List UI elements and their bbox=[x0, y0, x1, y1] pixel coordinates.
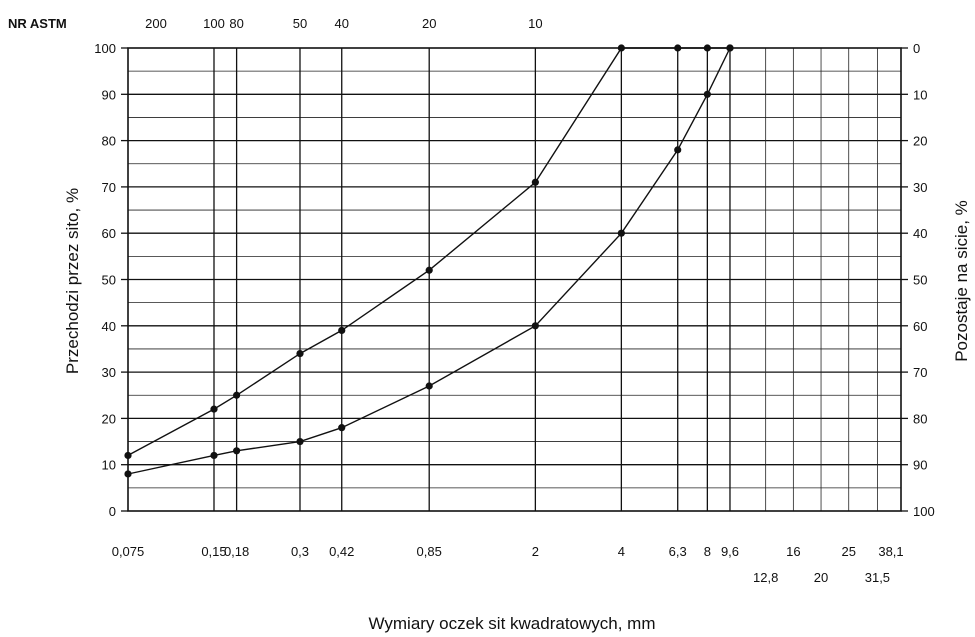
data-point bbox=[617, 229, 625, 237]
x-tick-label: 6,3 bbox=[669, 544, 687, 559]
data-point bbox=[210, 405, 218, 413]
x-axis-title: Wymiary oczek sit kwadratowych, mm bbox=[368, 614, 655, 633]
x-tick-label: 9,6 bbox=[721, 544, 739, 559]
x-tick-label: 38,1 bbox=[878, 544, 903, 559]
data-point bbox=[210, 451, 218, 460]
data-point bbox=[674, 146, 682, 154]
x-tick-label: 0,18 bbox=[224, 544, 249, 559]
x-tick-label: 0,075 bbox=[112, 544, 145, 559]
y-tick-label-left: 100 bbox=[94, 41, 116, 56]
y-tick-label-left: 70 bbox=[102, 180, 116, 195]
astm-number-label: 100 bbox=[203, 16, 225, 31]
y-tick-label-left: 50 bbox=[102, 273, 116, 288]
astm-number-title: NR ASTM bbox=[8, 16, 67, 31]
y-tick-label-right: 70 bbox=[913, 365, 927, 380]
y-tick-label-right: 100 bbox=[913, 504, 935, 519]
x-tick-label: 4 bbox=[618, 544, 625, 559]
astm-number-label: 200 bbox=[145, 16, 167, 31]
y-tick-label-right: 0 bbox=[913, 41, 920, 56]
astm-number-label: 40 bbox=[335, 16, 349, 31]
y-axis-left-title: Przechodzi przez sito, % bbox=[63, 188, 82, 374]
x-tick-label: 25 bbox=[841, 544, 855, 559]
data-point bbox=[425, 266, 433, 274]
y-tick-label-right: 30 bbox=[913, 180, 927, 195]
x-tick-label: 31,5 bbox=[865, 570, 890, 585]
data-point bbox=[531, 178, 539, 186]
x-tick-label: 0,3 bbox=[291, 544, 309, 559]
y-tick-label-left: 30 bbox=[102, 365, 116, 380]
x-tick-label: 0,15 bbox=[201, 544, 226, 559]
data-point bbox=[233, 391, 241, 399]
data-point bbox=[338, 326, 346, 335]
x-tick-label: 0,85 bbox=[417, 544, 442, 559]
x-tick-label: 16 bbox=[786, 544, 800, 559]
y-tick-label-right: 10 bbox=[913, 87, 927, 102]
data-point bbox=[338, 424, 346, 432]
y-tick-label-left: 60 bbox=[102, 226, 116, 241]
astm-number-label: 50 bbox=[293, 16, 307, 31]
y-tick-label-right: 90 bbox=[913, 458, 927, 473]
y-tick-label-right: 80 bbox=[913, 411, 927, 426]
y-tick-label-right: 20 bbox=[913, 134, 927, 149]
x-tick-label: 12,8 bbox=[753, 570, 778, 585]
grid bbox=[121, 47, 908, 512]
y-axis-right-title: Pozostaje na sicie, % bbox=[952, 200, 971, 362]
y-tick-label-right: 50 bbox=[913, 273, 927, 288]
y-tick-label-right: 60 bbox=[913, 319, 927, 334]
x-tick-label: 0,42 bbox=[329, 544, 354, 559]
data-point bbox=[296, 349, 304, 358]
x-tick-label: 20 bbox=[814, 570, 828, 585]
astm-number-label: 80 bbox=[229, 16, 243, 31]
y-tick-label-left: 90 bbox=[102, 87, 116, 102]
tick-labels: 0102030405060708090100100908070605040302… bbox=[94, 16, 934, 585]
y-tick-label-left: 40 bbox=[102, 319, 116, 334]
y-tick-label-left: 10 bbox=[102, 458, 116, 473]
y-tick-label-left: 0 bbox=[109, 504, 116, 519]
y-tick-label-left: 20 bbox=[102, 411, 116, 426]
data-point bbox=[531, 322, 539, 330]
astm-number-label: 10 bbox=[528, 16, 542, 31]
astm-number-label: 20 bbox=[422, 16, 436, 31]
data-point bbox=[703, 90, 711, 98]
x-tick-label: 2 bbox=[532, 544, 539, 559]
data-point bbox=[233, 447, 241, 455]
data-point bbox=[425, 382, 433, 390]
y-tick-label-right: 40 bbox=[913, 226, 927, 241]
y-tick-label-left: 80 bbox=[102, 134, 116, 149]
plot-frame bbox=[127, 47, 902, 512]
data-point bbox=[296, 437, 304, 446]
x-tick-label: 8 bbox=[704, 544, 711, 559]
